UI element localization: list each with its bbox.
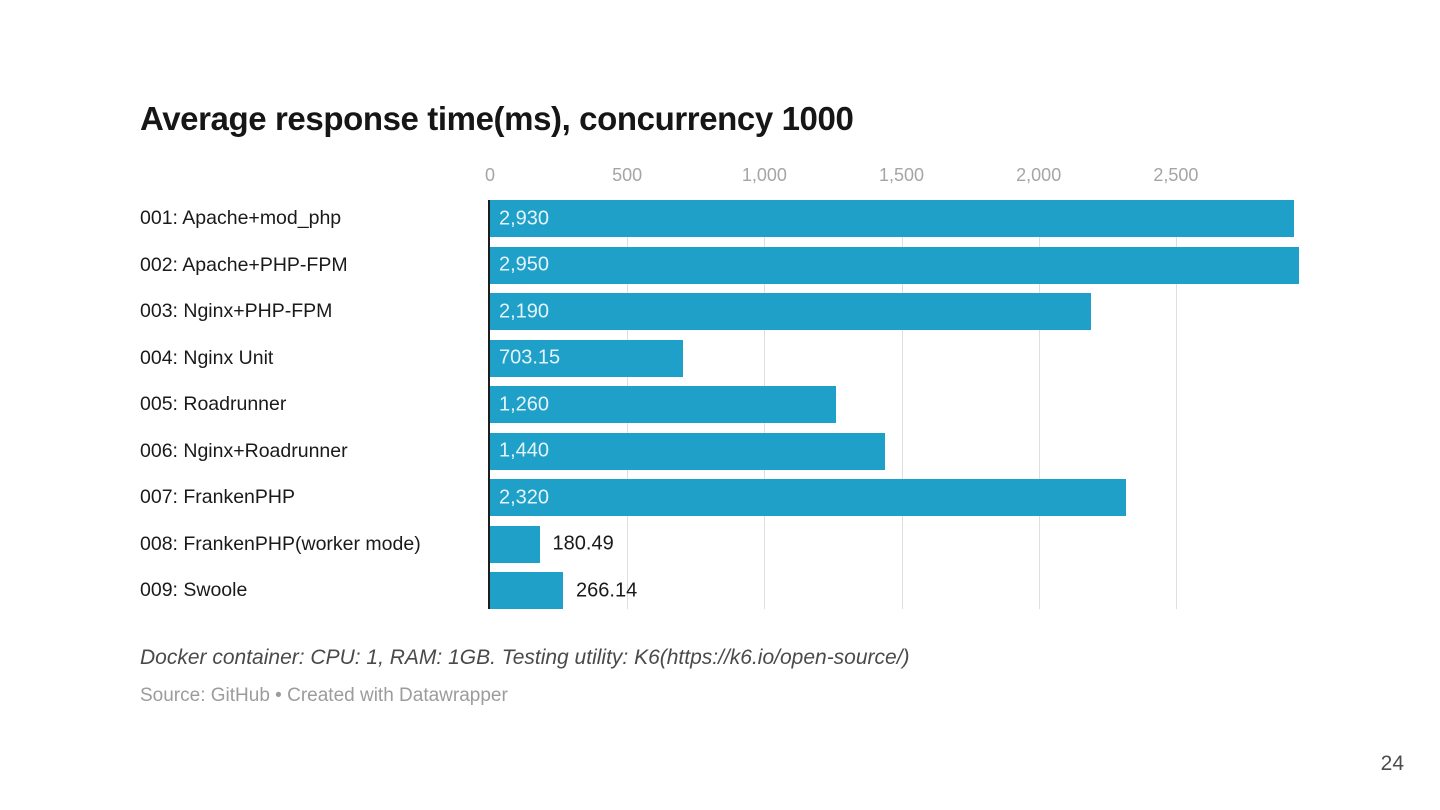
value-label: 703.15	[499, 346, 561, 369]
chart-row: 005: Roadrunner 1,260	[140, 386, 1335, 423]
category-label: 004: Nginx Unit	[140, 346, 274, 369]
value-label: 2,190	[499, 300, 550, 322]
bar	[490, 525, 540, 563]
chart-row: 006: Nginx+Roadrunner 1,440	[140, 432, 1335, 470]
source-line: Source: GitHub • Created with Datawrappe…	[140, 685, 508, 706]
bar-track: 2,320	[490, 479, 1335, 516]
bar-track: 180.49	[490, 525, 1335, 563]
value-label: 2,320	[499, 486, 550, 508]
chart-body: 001: Apache+mod_php 2,930 002: Apache+PHP-…	[140, 200, 1335, 609]
bar-chart: 0 500 1,000 1,500 2,000 2,500 001: Apache+mod…	[140, 158, 1335, 609]
bar-track: 266.14	[490, 572, 1335, 609]
category-label: 005: Roadrunner	[140, 393, 287, 415]
gridline	[1175, 200, 1177, 609]
bar-track: 2,950	[490, 246, 1335, 284]
chart-row: 003: Nginx+PHP-FPM 2,190	[140, 293, 1335, 330]
value-label: 1,260	[499, 393, 550, 415]
value-label: 1,440	[499, 439, 550, 462]
chart-row: 007: FrankenPHP 2,320	[140, 479, 1335, 516]
bar-track: 1,260	[490, 386, 1335, 423]
category-label: 001: Apache+mod_php	[140, 207, 342, 229]
bar: 1,440	[490, 432, 886, 470]
chart-row: 009: Swoole 266.14	[140, 572, 1335, 609]
bar: 2,190	[490, 293, 1091, 330]
chart-title: Average response time(ms), concurrency 1…	[140, 100, 854, 137]
gridline	[1038, 200, 1040, 609]
category-label: 002: Apache+PHP-FPM	[140, 253, 348, 276]
bar: 2,950	[490, 246, 1300, 284]
value-label: 266.14	[576, 579, 638, 601]
chart-row: 004: Nginx Unit 703.15	[140, 339, 1335, 377]
category-label: 006: Nginx+Roadrunner	[140, 439, 348, 462]
axis-zero-line	[488, 200, 490, 609]
footnote: Docker container: CPU: 1, RAM: 1GB. Test…	[140, 646, 910, 669]
chart-row: 008: FrankenPHP(worker mode) 180.49	[140, 525, 1335, 563]
category-label: 003: Nginx+PHP-FPM	[140, 300, 333, 322]
category-label: 007: FrankenPHP	[140, 486, 296, 508]
axis-tick-label: 1,000	[741, 165, 787, 185]
value-label: 2,950	[499, 253, 550, 276]
axis-tick-label: 500	[612, 165, 643, 185]
bar-track: 703.15	[490, 339, 1335, 377]
bar: 703.15	[490, 339, 683, 377]
category-label: 009: Swoole	[140, 579, 248, 601]
value-label: 2,930	[499, 207, 550, 229]
chart-row: 002: Apache+PHP-FPM 2,950	[140, 246, 1335, 284]
gridline	[901, 200, 903, 609]
bar: 1,260	[490, 386, 836, 423]
bar: 2,320	[490, 479, 1127, 516]
axis-ticks: 0 500 1,000 1,500 2,000 2,500	[485, 158, 1335, 200]
axis-tick-label: 0	[484, 165, 496, 185]
bar-track: 1,440	[490, 432, 1335, 470]
bar: 2,930	[490, 200, 1294, 237]
category-label: 008: FrankenPHP(worker mode)	[140, 532, 421, 555]
axis-tick-label: 2,000	[1016, 165, 1062, 185]
chart-rows: 001: Apache+mod_php 2,930 002: Apache+PHP-…	[140, 200, 1335, 609]
axis-tick-label: 2,500	[1153, 165, 1199, 185]
bar-track: 2,930	[490, 200, 1335, 237]
chart-row: 001: Apache+mod_php 2,930	[140, 200, 1335, 237]
axis-tick-label: 1,500	[878, 165, 925, 185]
bar-track: 2,190	[490, 293, 1335, 330]
bar	[490, 572, 564, 609]
page-number: 24	[1380, 752, 1404, 775]
value-label: 180.49	[552, 532, 614, 555]
